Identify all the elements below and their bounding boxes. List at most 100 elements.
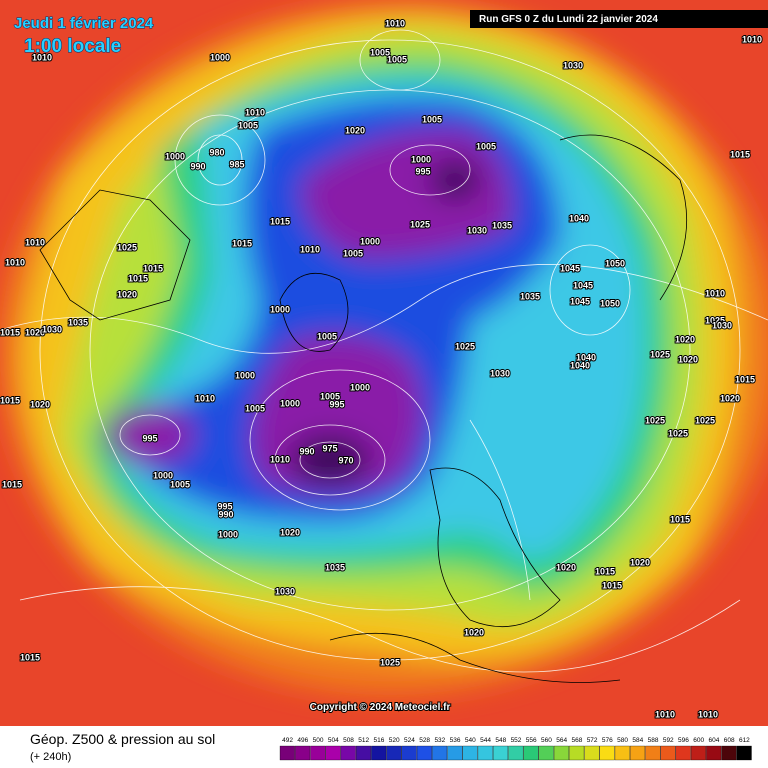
isobar-label: 1020 xyxy=(556,562,576,572)
legend-level: 568 xyxy=(571,737,582,744)
isobar-label: 1000 xyxy=(210,52,230,62)
isobar-label: 1050 xyxy=(600,298,620,308)
legend-swatch xyxy=(447,745,463,761)
isobar-label: 1000 xyxy=(280,398,300,408)
isobar-label: 1005 xyxy=(476,141,496,151)
legend-swatch xyxy=(736,745,752,761)
height-field xyxy=(0,0,768,726)
legend-swatch xyxy=(310,745,326,761)
legend-level: 596 xyxy=(678,737,689,744)
isobar-label: 1000 xyxy=(270,304,290,314)
isobar-label: 1020 xyxy=(25,327,45,337)
isobar-label: 1005 xyxy=(245,403,265,413)
isobar-label: 1015 xyxy=(670,514,690,524)
legend-level: 548 xyxy=(495,737,506,744)
legend-swatch xyxy=(386,745,402,761)
isobar-label: 1025 xyxy=(650,349,670,359)
isobar-label: 1010 xyxy=(742,34,762,44)
legend-swatch xyxy=(355,745,372,761)
legend-swatch xyxy=(660,745,676,761)
isobar-label: 1025 xyxy=(380,657,400,667)
legend-swatch xyxy=(340,745,356,761)
isobar-label: 1030 xyxy=(712,320,732,330)
legend-swatch xyxy=(553,745,569,761)
isobar-label: 1020 xyxy=(30,399,50,409)
legend-level: 604 xyxy=(709,737,720,744)
isobar-label: 1015 xyxy=(143,263,163,273)
legend-level: 544 xyxy=(480,737,491,744)
legend-swatch xyxy=(462,745,478,761)
isobar-label: 1010 xyxy=(270,454,290,464)
isobar-label: 1015 xyxy=(0,395,20,405)
isobar-label: 990 xyxy=(190,161,205,171)
isobar-label: 1030 xyxy=(490,368,510,378)
isobar-label: 1005 xyxy=(422,114,442,124)
isobar-label: 1010 xyxy=(25,237,45,247)
legend-swatch xyxy=(675,745,691,761)
isobar-label: 1025 xyxy=(668,428,688,438)
isobar-label: 1010 xyxy=(245,107,265,117)
isobar-label: 1020 xyxy=(720,393,740,403)
copyright: Copyright © 2024 Meteociel.fr xyxy=(310,702,451,713)
legend-level: 600 xyxy=(693,737,704,744)
isobar-label: 1010 xyxy=(300,244,320,254)
isobar-label: 1020 xyxy=(675,334,695,344)
isobar-label: 1015 xyxy=(20,652,40,662)
isobar-label: 1045 xyxy=(570,296,590,306)
isobar-label: 1030 xyxy=(467,225,487,235)
legend-swatch xyxy=(493,745,509,761)
legend-level: 588 xyxy=(648,737,659,744)
isobar-label: 970 xyxy=(338,455,353,465)
run-info: Run GFS 0 Z du Lundi 22 janvier 2024 xyxy=(479,14,658,25)
legend-swatch xyxy=(295,745,311,761)
legend-swatch xyxy=(508,745,524,761)
legend-level: 584 xyxy=(632,737,643,744)
isobar-label: 1000 xyxy=(350,382,370,392)
isobar-label: 1005 xyxy=(320,391,340,401)
legend-level: 608 xyxy=(724,737,735,744)
legend-swatch xyxy=(523,745,539,761)
isobar-label: 1010 xyxy=(195,393,215,403)
legend-swatch xyxy=(599,745,615,761)
legend-level: 580 xyxy=(617,737,628,744)
isobar-label: 1020 xyxy=(630,557,650,567)
isobar-label: 1010 xyxy=(385,18,405,28)
isobar-label: 1050 xyxy=(605,258,625,268)
isobar-label: 1035 xyxy=(68,317,88,327)
legend-level: 528 xyxy=(419,737,430,744)
isobar-label: 1040 xyxy=(569,213,589,223)
isobar-label: 980 xyxy=(209,147,224,157)
legend-swatch xyxy=(630,745,646,761)
isobar-label: 1045 xyxy=(560,263,580,273)
legend-swatch xyxy=(325,745,341,761)
forecast-step: (+ 240h) xyxy=(30,751,71,763)
isobar-label: 1020 xyxy=(464,627,484,637)
legend: 492 496 500 504 508 512 516 520 524 528 532 536 540 5… xyxy=(279,737,752,761)
isobar-label: 1005 xyxy=(387,54,407,64)
legend-level: 516 xyxy=(374,737,385,744)
legend-level: 532 xyxy=(434,737,445,744)
legend-swatch xyxy=(416,745,432,761)
isobar-label: 1015 xyxy=(735,374,755,384)
isobar-label: 1005 xyxy=(343,248,363,258)
legend-level: 612 xyxy=(739,737,750,744)
isobar-label: 1010 xyxy=(705,288,725,298)
isobar-label: 1020 xyxy=(345,125,365,135)
isobar-label: 1005 xyxy=(317,331,337,341)
valid-date: Jeudi 1 février 2024 xyxy=(14,15,154,32)
isobar-label: 1035 xyxy=(492,220,512,230)
legend-swatch xyxy=(538,745,554,761)
isobar-label: 1015 xyxy=(602,580,622,590)
isobar-label: 1040 xyxy=(570,360,590,370)
legend-level: 496 xyxy=(297,737,308,744)
isobar-label: 1005 xyxy=(170,479,190,489)
isobar-label: 1000 xyxy=(411,154,431,164)
local-time: 1:00 locale xyxy=(24,36,121,57)
isobar-label: 1015 xyxy=(270,216,290,226)
isobar-label: 990 xyxy=(218,509,233,519)
isobar-label: 1015 xyxy=(595,566,615,576)
isobar-label: 1025 xyxy=(645,415,665,425)
isobar-label: 995 xyxy=(329,399,344,409)
